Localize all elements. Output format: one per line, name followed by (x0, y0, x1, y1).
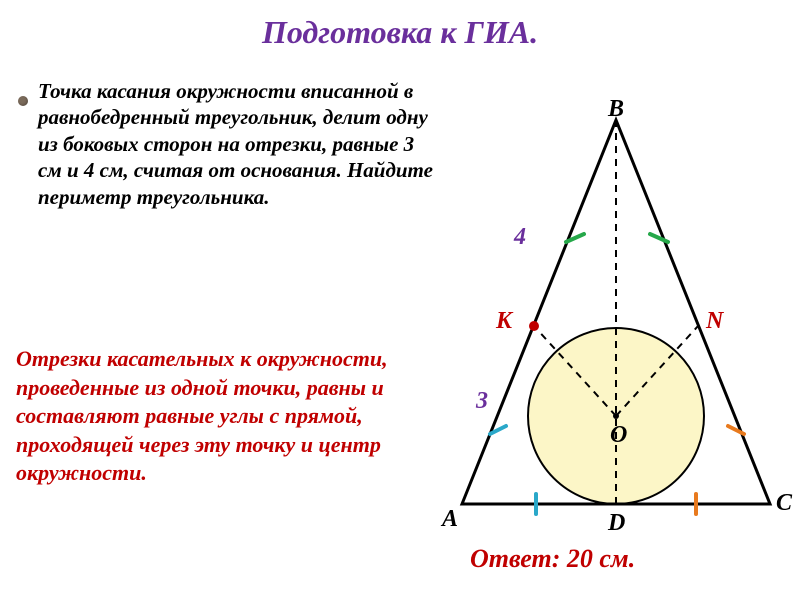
label-K: K (496, 308, 512, 335)
bullet-icon (18, 96, 28, 106)
label-seg4: 4 (514, 224, 526, 251)
answer-text: Ответ: 20 см. (470, 544, 635, 574)
label-O: O (610, 422, 627, 449)
label-seg3: 3 (476, 388, 488, 415)
label-N: N (706, 308, 723, 335)
answer-label: Ответ: (470, 544, 560, 573)
label-C: C (776, 490, 792, 517)
hint-text: Отрезки касательных к окружности, провед… (16, 345, 446, 488)
label-A: A (442, 506, 458, 533)
label-B: B (608, 96, 624, 123)
label-D: D (608, 510, 625, 537)
answer-value: 20 см. (567, 544, 635, 573)
problem-text: Точка касания окружности вписанной в рав… (38, 78, 438, 210)
page-title: Подготовка к ГИА. (0, 0, 800, 57)
geometry-diagram: B A C D O K N 4 3 (440, 90, 800, 530)
